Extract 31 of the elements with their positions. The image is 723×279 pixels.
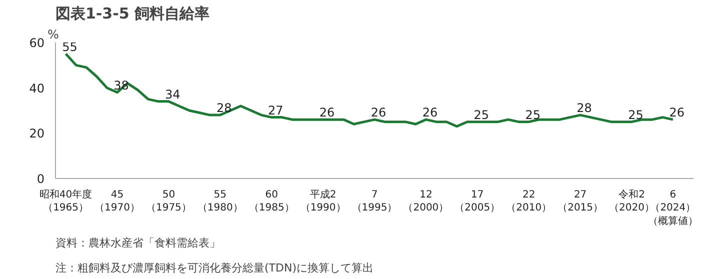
data-label: 25 bbox=[525, 108, 540, 122]
y-axis-title: % bbox=[48, 28, 59, 42]
data-label: 34 bbox=[165, 87, 180, 102]
x-tick-label: 45（1970） bbox=[94, 190, 140, 214]
y-tick-label: 0 bbox=[36, 172, 45, 186]
data-label: 25 bbox=[628, 108, 644, 122]
x-tick-label: 12（2000） bbox=[403, 190, 449, 214]
data-label: 26 bbox=[422, 106, 438, 120]
x-tick-label: 昭和40年度（1965） bbox=[39, 188, 92, 214]
y-tick-label: 20 bbox=[29, 126, 45, 141]
x-tick-label: 17（2005） bbox=[454, 190, 500, 214]
data-label: 26 bbox=[319, 106, 335, 120]
x-tick-label: 50（1975） bbox=[146, 190, 192, 214]
chart-title: 図表1-3-5 飼料自給率 bbox=[56, 4, 210, 22]
data-label: 28 bbox=[216, 101, 232, 116]
data-label: 28 bbox=[576, 101, 592, 116]
x-tick-label: 27（2015） bbox=[558, 190, 604, 214]
x-tick-label: 60（1985） bbox=[248, 190, 294, 214]
x-tick-label: 平成2（1990） bbox=[300, 188, 346, 214]
data-label: 27 bbox=[268, 103, 284, 118]
y-tick-label: 60 bbox=[29, 36, 45, 50]
text: 資料：農林水産省「食料需給表」 bbox=[56, 236, 220, 250]
data-label: 26 bbox=[669, 106, 685, 120]
x-tick-label: 22（2010） bbox=[506, 190, 552, 214]
data-label: 25 bbox=[474, 108, 490, 122]
text: 注：粗飼料及び濃厚飼料を可消化養分総量(TDN)に換算して算出 bbox=[56, 262, 374, 274]
y-tick-label: 40 bbox=[29, 81, 45, 96]
data-label: 55 bbox=[62, 40, 78, 54]
data-label: 26 bbox=[370, 106, 386, 120]
x-tick-label: 7（1995） bbox=[352, 190, 398, 214]
x-tick-label: 55（1980） bbox=[197, 190, 243, 214]
